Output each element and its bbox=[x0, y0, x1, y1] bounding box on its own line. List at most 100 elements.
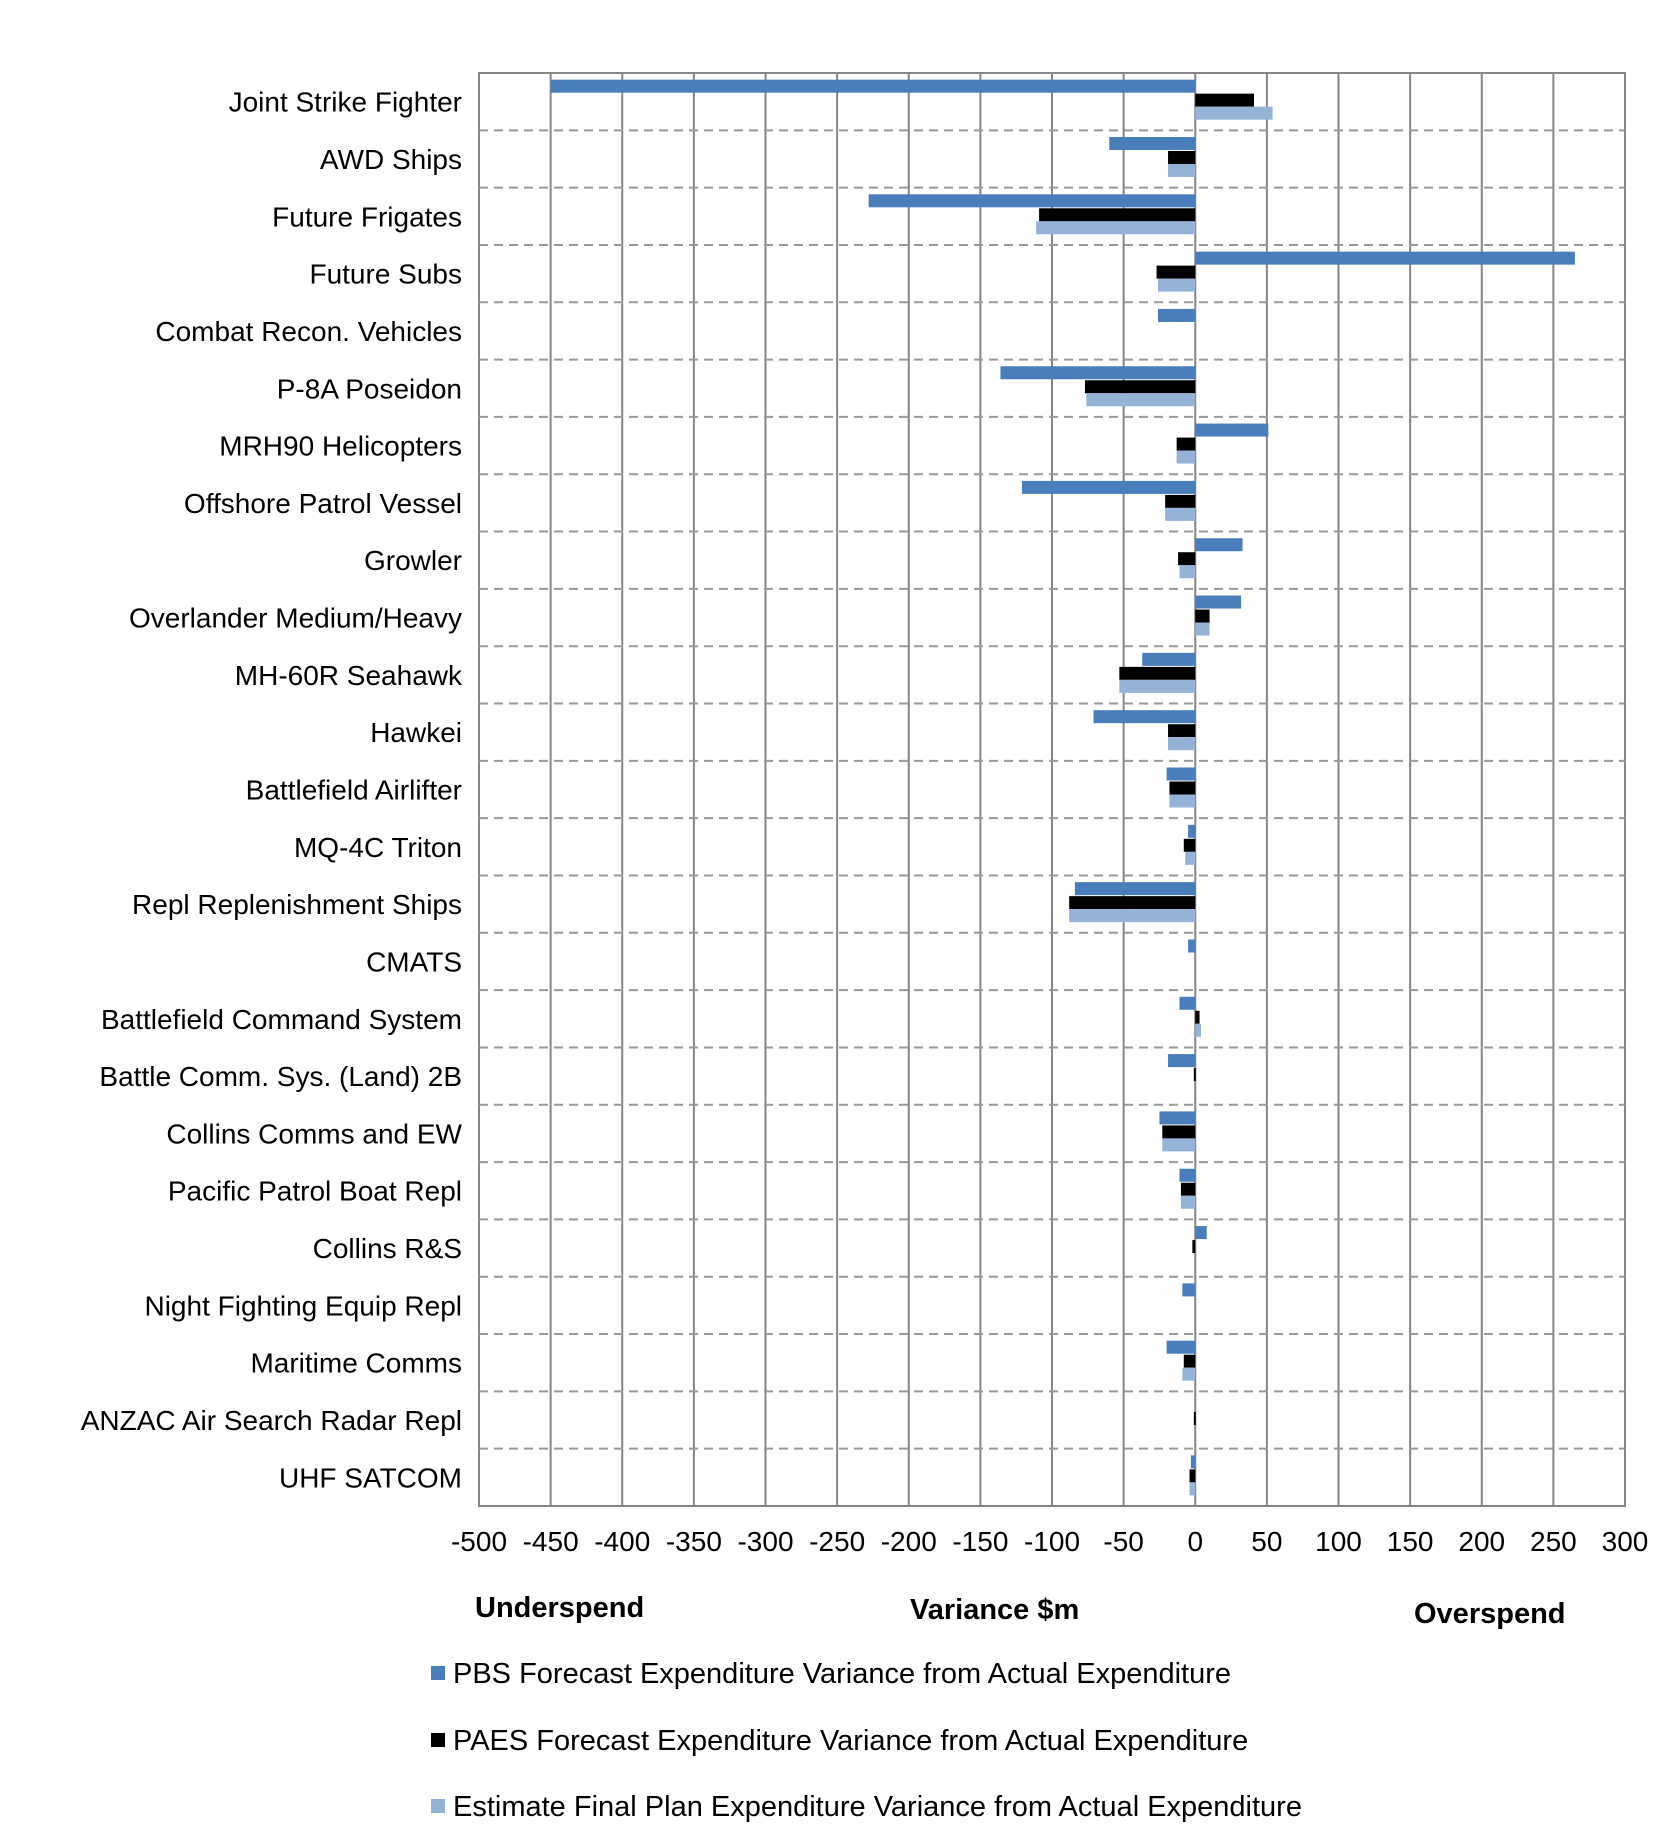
category-label: Pacific Patrol Boat Repl bbox=[168, 1176, 462, 1207]
grid-layer bbox=[478, 72, 1626, 1507]
bar-series-3-7 bbox=[1165, 507, 1196, 521]
bar-series-1-9 bbox=[1195, 595, 1242, 609]
category-label: Night Fighting Equip Repl bbox=[144, 1290, 462, 1321]
category-label: Repl Replenishment Ships bbox=[132, 889, 462, 920]
bar-series-1-2 bbox=[868, 194, 1196, 208]
category-label: Future Subs bbox=[309, 259, 462, 290]
bar-series-1-20 bbox=[1195, 1226, 1207, 1240]
bar-series-1-5 bbox=[1000, 366, 1196, 380]
bar-series-2-17 bbox=[1193, 1068, 1196, 1082]
bar-series-3-1 bbox=[1168, 163, 1196, 177]
x-tick-label: -400 bbox=[594, 1526, 650, 1557]
x-tick-label: -500 bbox=[451, 1526, 507, 1557]
bar-series-2-5 bbox=[1084, 380, 1196, 394]
bar-series-2-2 bbox=[1039, 208, 1196, 222]
bar-series-3-16 bbox=[1195, 1023, 1201, 1037]
legend-label-paes: PAES Forecast Expenditure Variance from … bbox=[453, 1725, 1248, 1757]
category-label: AWD Ships bbox=[320, 144, 462, 175]
bar-series-2-3 bbox=[1156, 265, 1196, 279]
bar-series-2-18 bbox=[1162, 1125, 1196, 1139]
category-label: P-8A Poseidon bbox=[277, 373, 462, 404]
bar-series-3-12 bbox=[1169, 794, 1196, 808]
legend: PBS Forecast Expenditure Variance from A… bbox=[431, 1658, 1302, 1823]
bar-series-2-22 bbox=[1183, 1354, 1196, 1368]
category-label: MQ-4C Triton bbox=[294, 832, 462, 863]
bar-series-1-16 bbox=[1179, 996, 1196, 1010]
bar-series-2-7 bbox=[1165, 494, 1196, 508]
category-label: Growler bbox=[364, 545, 462, 576]
bar-series-1-10 bbox=[1142, 652, 1196, 666]
legend-swatch-estimate bbox=[431, 1799, 445, 1813]
overspend-annotation: Overspend bbox=[1414, 1598, 1566, 1630]
category-label: Offshore Patrol Vessel bbox=[184, 488, 462, 519]
category-label: Combat Recon. Vehicles bbox=[155, 316, 462, 347]
bar-series-3-6 bbox=[1176, 450, 1196, 464]
bar-series-1-0 bbox=[550, 79, 1196, 93]
bar-series-3-22 bbox=[1182, 1367, 1196, 1381]
bar-series-2-23 bbox=[1193, 1412, 1196, 1426]
bar-series-2-6 bbox=[1176, 437, 1196, 451]
x-axis-title: Variance $m bbox=[910, 1594, 1079, 1626]
bar-series-3-13 bbox=[1185, 851, 1196, 865]
x-tick-label: 100 bbox=[1315, 1526, 1362, 1557]
category-label: Joint Strike Fighter bbox=[229, 87, 462, 118]
x-tick-label: 200 bbox=[1458, 1526, 1505, 1557]
bar-series-3-10 bbox=[1119, 679, 1196, 693]
bar-series-2-20 bbox=[1192, 1240, 1196, 1254]
bar-series-1-11 bbox=[1093, 710, 1196, 724]
bar-series-1-1 bbox=[1109, 136, 1196, 150]
x-tick-label: 50 bbox=[1251, 1526, 1282, 1557]
category-label: CMATS bbox=[366, 946, 462, 977]
bar-series-2-16 bbox=[1195, 1010, 1200, 1024]
bar-series-3-24 bbox=[1189, 1482, 1196, 1496]
bar-series-2-13 bbox=[1183, 838, 1196, 852]
x-tick-label: 150 bbox=[1387, 1526, 1434, 1557]
bar-series-1-21 bbox=[1182, 1283, 1196, 1297]
x-tick-label: -450 bbox=[523, 1526, 579, 1557]
category-label: Collins R&S bbox=[313, 1233, 462, 1264]
category-label: Hawkei bbox=[370, 717, 462, 748]
x-tick-label: 300 bbox=[1602, 1526, 1649, 1557]
category-label: Overlander Medium/Heavy bbox=[129, 603, 462, 634]
bar-series-1-12 bbox=[1166, 767, 1196, 781]
bars-layer bbox=[550, 79, 1575, 1496]
bar-series-3-5 bbox=[1086, 393, 1196, 407]
x-tick-label: -150 bbox=[952, 1526, 1008, 1557]
bar-series-1-18 bbox=[1159, 1111, 1196, 1125]
legend-label-estimate: Estimate Final Plan Expenditure Variance… bbox=[453, 1791, 1302, 1823]
bar-series-2-12 bbox=[1169, 781, 1196, 795]
bar-series-1-6 bbox=[1195, 423, 1269, 437]
bar-series-2-1 bbox=[1168, 150, 1196, 164]
bar-series-1-22 bbox=[1166, 1340, 1196, 1354]
bar-series-3-9 bbox=[1195, 622, 1210, 636]
category-label: MRH90 Helicopters bbox=[219, 431, 462, 462]
bar-series-2-9 bbox=[1195, 609, 1210, 623]
bar-series-1-24 bbox=[1190, 1455, 1196, 1469]
category-label: UHF SATCOM bbox=[279, 1462, 462, 1493]
category-label: Battlefield Command System bbox=[101, 1004, 462, 1035]
labels-layer: Underspend Variance $m Overspend Joint S… bbox=[81, 87, 1566, 1630]
bar-series-2-10 bbox=[1119, 666, 1196, 680]
bar-series-1-17 bbox=[1168, 1054, 1196, 1068]
category-label: ANZAC Air Search Radar Repl bbox=[81, 1405, 462, 1436]
x-tick-label: -300 bbox=[737, 1526, 793, 1557]
bar-series-3-2 bbox=[1036, 221, 1196, 235]
bar-series-1-7 bbox=[1021, 480, 1196, 494]
category-label: Maritime Comms bbox=[250, 1348, 462, 1379]
category-label: Battle Comm. Sys. (Land) 2B bbox=[99, 1061, 462, 1092]
bar-series-3-3 bbox=[1158, 278, 1196, 292]
bar-series-2-19 bbox=[1180, 1182, 1196, 1196]
category-label: MH-60R Seahawk bbox=[235, 660, 463, 691]
bar-series-1-13 bbox=[1188, 824, 1196, 838]
bar-series-3-0 bbox=[1195, 106, 1273, 120]
bar-series-1-8 bbox=[1195, 538, 1243, 552]
category-label: Battlefield Airlifter bbox=[246, 775, 462, 806]
bar-series-3-18 bbox=[1162, 1138, 1196, 1152]
bar-series-3-19 bbox=[1180, 1195, 1196, 1209]
bar-series-3-8 bbox=[1179, 565, 1196, 579]
bar-series-2-8 bbox=[1178, 552, 1196, 566]
bar-series-1-15 bbox=[1188, 939, 1196, 953]
x-tick-label: -50 bbox=[1103, 1526, 1143, 1557]
